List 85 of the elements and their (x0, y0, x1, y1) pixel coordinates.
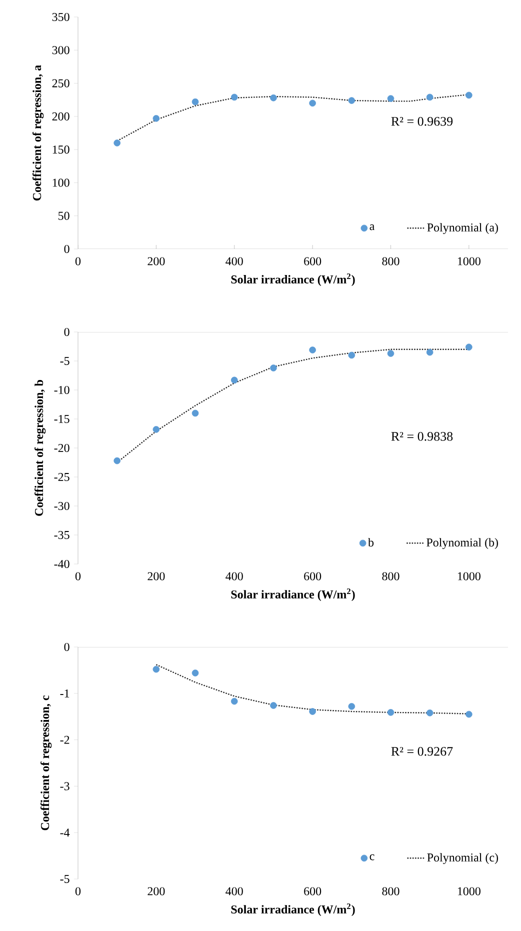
point (114, 140, 120, 146)
annotation: R² = 0.9838 (391, 432, 453, 441)
y-tick-label: 0 (64, 244, 70, 254)
point (230, 94, 238, 101)
y-tick-label: -1 (60, 689, 70, 698)
annotation: R² = 0.9639 (391, 116, 453, 126)
y-axis-title: Coefficient of regression, b (34, 380, 46, 516)
point (466, 710, 472, 718)
x-tick-label: 400 (226, 572, 243, 580)
point (152, 426, 160, 433)
x-tick-label: 600 (304, 572, 322, 580)
point (152, 666, 160, 673)
point (230, 376, 238, 384)
y-tick-label: -3 (60, 782, 70, 790)
legend-label: Polynomial (b) (426, 538, 498, 550)
x-axis-title: Solar irradiance (W/m$^{2}$) (231, 273, 355, 286)
x-tick-label: 800 (382, 257, 400, 266)
point (348, 702, 356, 710)
legend-label: Polynomial (a) (427, 223, 498, 234)
y-tick-label: -30 (54, 502, 70, 510)
x-tick-label: 800 (382, 887, 400, 896)
y-tick-label: -15 (54, 414, 70, 424)
y-tick-label: 300 (52, 46, 70, 54)
x-tick-label: 200 (148, 887, 165, 896)
x-tick-label: 400 (226, 887, 243, 896)
point (387, 709, 394, 716)
y-tick-label: 150 (52, 146, 70, 154)
legend-label: c (370, 854, 374, 860)
y-axis-title: Coefficient of regression, c (40, 696, 52, 830)
y-tick-label: -5 (60, 357, 70, 365)
y-tick-label: -40 (54, 560, 70, 568)
legend-label: b (368, 538, 374, 547)
point (466, 92, 472, 99)
y-tick-label: 0 (64, 642, 70, 652)
point (309, 100, 316, 107)
x-tick-label: 200 (148, 572, 165, 580)
x-tick-label: 0 (75, 572, 81, 580)
x-tick-label: 1000 (458, 887, 480, 896)
x-tick-label: 0 (75, 257, 81, 266)
x-tick-label: 0 (75, 887, 81, 896)
point (466, 344, 472, 350)
point (387, 350, 394, 357)
x-tick-label: 600 (304, 257, 322, 266)
x-tick-label: 200 (148, 257, 165, 266)
point (270, 94, 277, 102)
x-tick-label: 800 (382, 572, 400, 580)
x-tick-label: 600 (304, 887, 322, 896)
point (192, 670, 199, 676)
point (230, 698, 238, 705)
x-axis-title: Solar irradiance (W/m$^{2}$) (231, 588, 355, 601)
y-tick-label: 350 (52, 12, 70, 22)
point (114, 457, 120, 464)
y-tick-label: -10 (54, 386, 70, 394)
point (152, 115, 160, 122)
x-axis-title: Solar irradiance (W/m$^{2}$) (231, 903, 355, 916)
legend-label: Polynomial (c) (427, 853, 498, 864)
point (309, 346, 316, 354)
point (309, 708, 316, 715)
point (348, 97, 356, 104)
y-tick-label: 200 (52, 112, 70, 120)
y-tick-label: -25 (54, 472, 70, 482)
point (426, 348, 434, 356)
point (192, 98, 199, 106)
y-tick-label: -2 (60, 736, 70, 744)
point (348, 352, 356, 359)
x-tick-label: 400 (226, 257, 243, 266)
point (426, 94, 434, 101)
point (387, 95, 394, 102)
x-tick-label: 1000 (458, 257, 480, 266)
annotation: R² = 0.9267 (391, 746, 453, 756)
point (426, 709, 434, 716)
y-tick-label: 0 (64, 328, 70, 336)
y-tick-label: 100 (52, 178, 70, 187)
y-tick-label: 250 (52, 79, 70, 88)
point (270, 702, 277, 709)
y-axis-title: Coefficient of regression, a (32, 65, 44, 200)
y-tick-label: -4 (60, 828, 70, 837)
y-tick-label: -35 (54, 530, 70, 540)
x-tick-label: 1000 (458, 572, 480, 580)
legend-label: a (370, 224, 375, 230)
point (192, 410, 199, 417)
y-tick-label: -5 (60, 875, 70, 883)
point (270, 364, 277, 372)
y-tick-label: -20 (54, 444, 70, 452)
y-tick-label: 50 (58, 212, 70, 220)
